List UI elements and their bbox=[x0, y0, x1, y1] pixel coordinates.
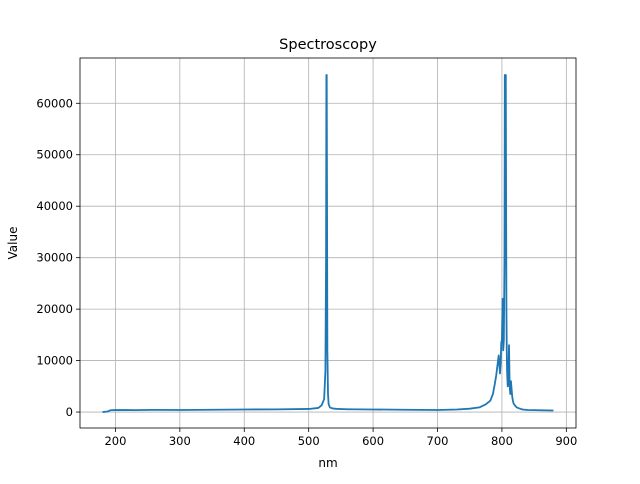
y-tick-label: 30000 bbox=[36, 251, 73, 265]
x-tick-label: 800 bbox=[491, 434, 513, 448]
grid bbox=[80, 58, 576, 428]
x-tick-label: 900 bbox=[555, 434, 577, 448]
y-tick-label: 10000 bbox=[36, 354, 73, 368]
x-tick-label: 400 bbox=[233, 434, 255, 448]
series-line bbox=[102, 74, 554, 413]
x-tick-label: 200 bbox=[104, 434, 126, 448]
y-tick-label: 20000 bbox=[36, 302, 73, 316]
x-tick-label: 600 bbox=[362, 434, 384, 448]
chart-title: Spectroscopy bbox=[279, 37, 377, 53]
x-axis-label: nm bbox=[318, 456, 337, 470]
x-tick-label: 700 bbox=[427, 434, 449, 448]
axis-ticks: 200 300 400 500 600 700 800 900 0 10000 20000 30000… bbox=[36, 96, 577, 448]
y-tick-label: 0 bbox=[66, 405, 73, 419]
y-tick-label: 40000 bbox=[36, 199, 73, 213]
y-axis-label: Value bbox=[6, 227, 20, 260]
plot-frame bbox=[79, 57, 577, 429]
y-tick-label: 50000 bbox=[36, 148, 73, 162]
x-tick-label: 500 bbox=[298, 434, 320, 448]
x-tick-label: 300 bbox=[169, 434, 191, 448]
y-tick-label: 60000 bbox=[36, 96, 73, 110]
